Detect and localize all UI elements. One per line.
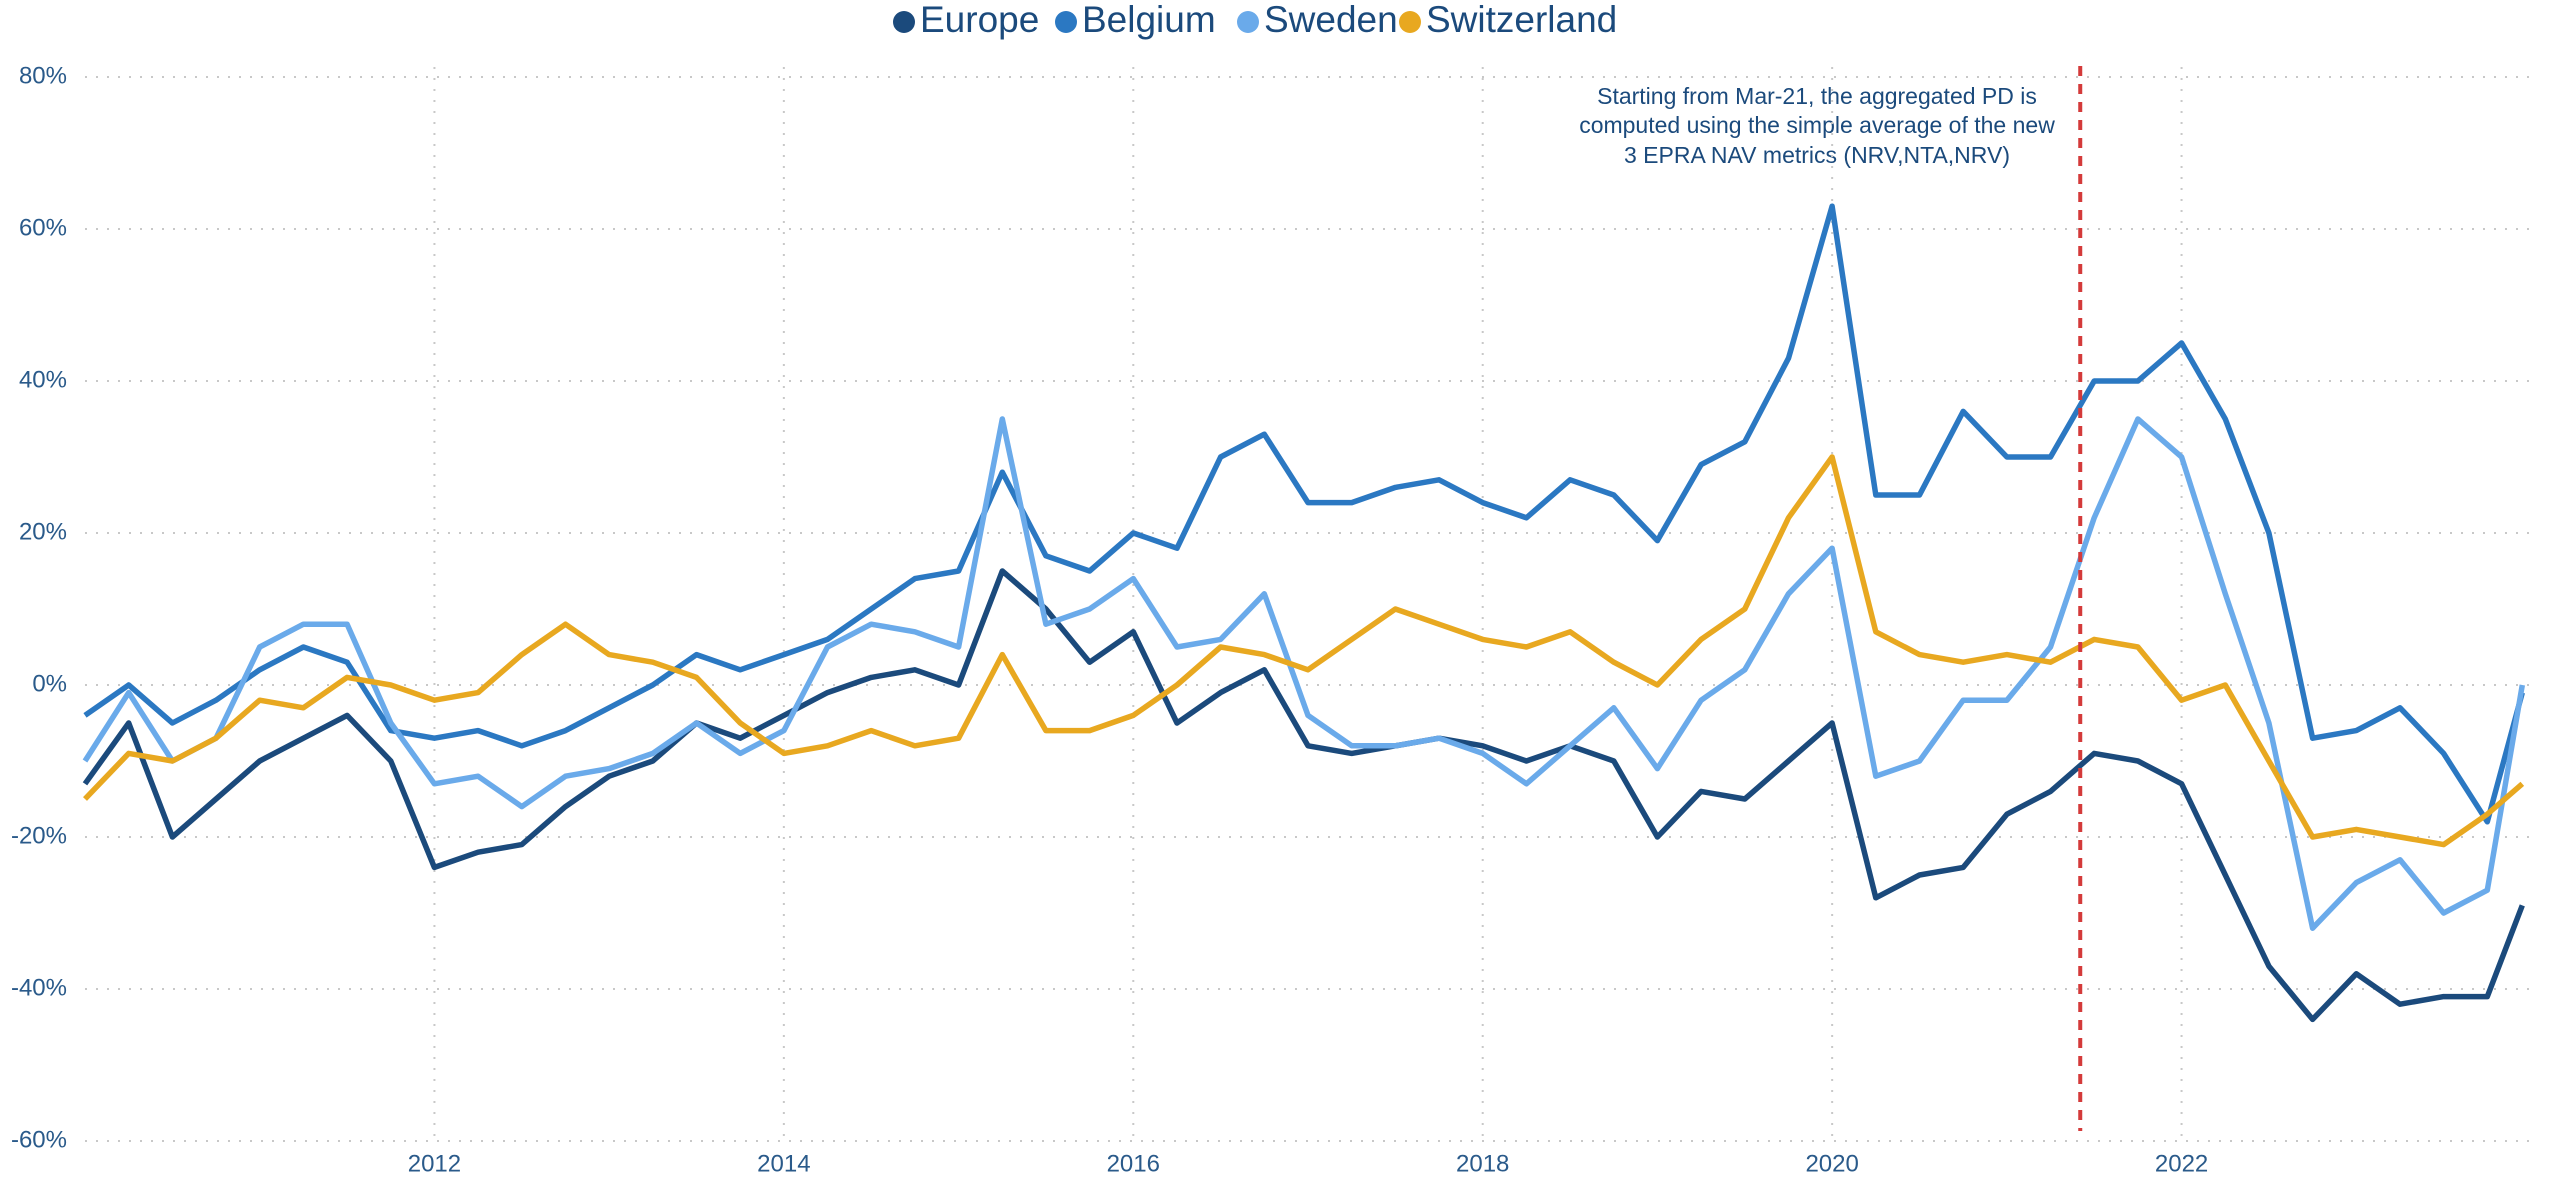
y-tick-label: 40% xyxy=(19,366,67,393)
y-tick-label: -40% xyxy=(11,974,67,1001)
x-tick-label: 2022 xyxy=(2155,1150,2208,1177)
x-tick-label: 2018 xyxy=(1456,1150,1509,1177)
series-line xyxy=(83,454,2525,848)
x-tick-label: 2016 xyxy=(1107,1150,1160,1177)
x-tick-label: 2020 xyxy=(1805,1150,1858,1177)
legend-marker xyxy=(1399,11,1421,33)
legend-marker xyxy=(1237,11,1259,33)
series-line xyxy=(82,568,2525,1023)
legend-marker xyxy=(1055,11,1077,33)
legend-marker xyxy=(893,11,915,33)
series-line xyxy=(83,203,2525,825)
legend-label: Switzerland xyxy=(1426,0,1617,40)
y-tick-label: 0% xyxy=(32,670,67,697)
annotation: 3 EPRA NAV metrics (NRV,NTA,NRV) xyxy=(1624,142,2010,168)
x-tick-label: 2014 xyxy=(757,1150,810,1177)
annotation: computed using the simple average of the… xyxy=(1579,112,2055,138)
x-tick-label: 2012 xyxy=(408,1150,461,1177)
series-line xyxy=(82,416,2526,931)
y-tick-label: -20% xyxy=(11,822,67,849)
y-tick-label: 20% xyxy=(19,518,67,545)
y-tick-label: 60% xyxy=(19,214,67,241)
y-tick-label: -60% xyxy=(11,1126,67,1153)
legend-label: Europe xyxy=(920,0,1039,40)
annotation: Starting from Mar-21, the aggregated PD … xyxy=(1597,83,2037,109)
y-tick-label: 80% xyxy=(19,62,67,89)
legend-label: Sweden xyxy=(1264,0,1398,40)
legend-label: Belgium xyxy=(1082,0,1216,40)
